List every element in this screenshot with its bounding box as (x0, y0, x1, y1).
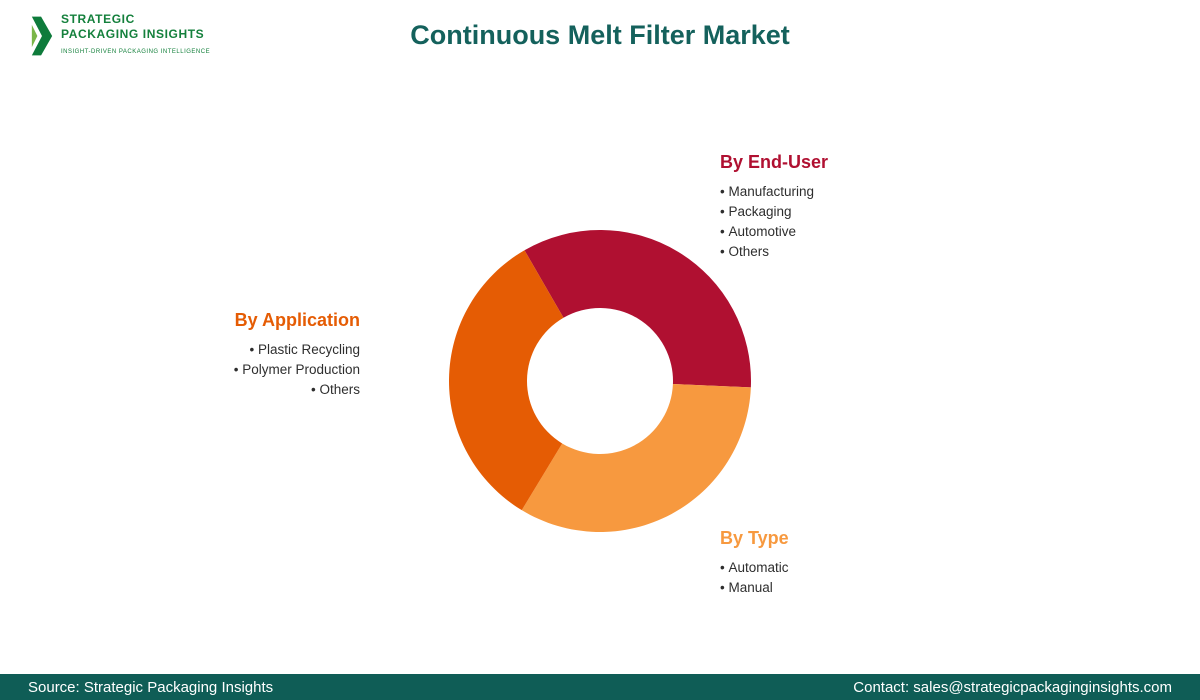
logo: STRATEGIC PACKAGING INSIGHTS INSIGHT-DRI… (30, 12, 210, 60)
donut-segment-by-application (448, 250, 564, 511)
legend-item: Automotive (720, 222, 828, 242)
legend-item: Packaging (720, 202, 828, 222)
legend-item: Others (720, 242, 828, 262)
legend-item: Others (140, 380, 360, 400)
group-title-application: By Application (234, 310, 360, 330)
footer-source: Source: Strategic Packaging Insights (28, 678, 274, 696)
chart-label-group-end-user: By End-User Manufacturing Packaging Auto… (720, 152, 828, 262)
logo-text: STRATEGIC PACKAGING INSIGHTS INSIGHT-DRI… (61, 12, 210, 55)
legend-item: Polymer Production (140, 360, 360, 380)
chart-label-group-application: By Application Plastic Recycling Polymer… (140, 310, 360, 400)
group-items-type: Automatic Manual (720, 558, 789, 598)
page-title: Continuous Melt Filter Market (410, 20, 790, 50)
donut-segment-by-end-user (524, 230, 752, 388)
legend-item: Manual (720, 578, 789, 598)
group-title-end-user: By End-User (720, 152, 829, 172)
group-items-application: Plastic Recycling Polymer Production Oth… (140, 340, 360, 400)
logo-tagline: INSIGHT-DRIVEN PACKAGING INTELLIGENCE (61, 49, 211, 55)
logo-chevron-icon (31, 16, 53, 56)
logo-line2: PACKAGING INSIGHTS (61, 27, 205, 41)
group-title-type: By Type (720, 528, 789, 548)
footer-contact: Contact: sales@strategicpackaginginsight… (853, 678, 1172, 696)
group-items-end-user: Manufacturing Packaging Automotive Other… (720, 182, 828, 262)
legend-item: Manufacturing (720, 182, 828, 202)
legend-item: Plastic Recycling (140, 340, 360, 360)
donut-segment-by-type (521, 384, 751, 533)
chart-label-group-type: By Type Automatic Manual (720, 528, 789, 598)
logo-line1: STRATEGIC (61, 12, 135, 26)
footer-bar: Source: Strategic Packaging Insights Con… (0, 674, 1200, 700)
legend-item: Automatic (720, 558, 789, 578)
